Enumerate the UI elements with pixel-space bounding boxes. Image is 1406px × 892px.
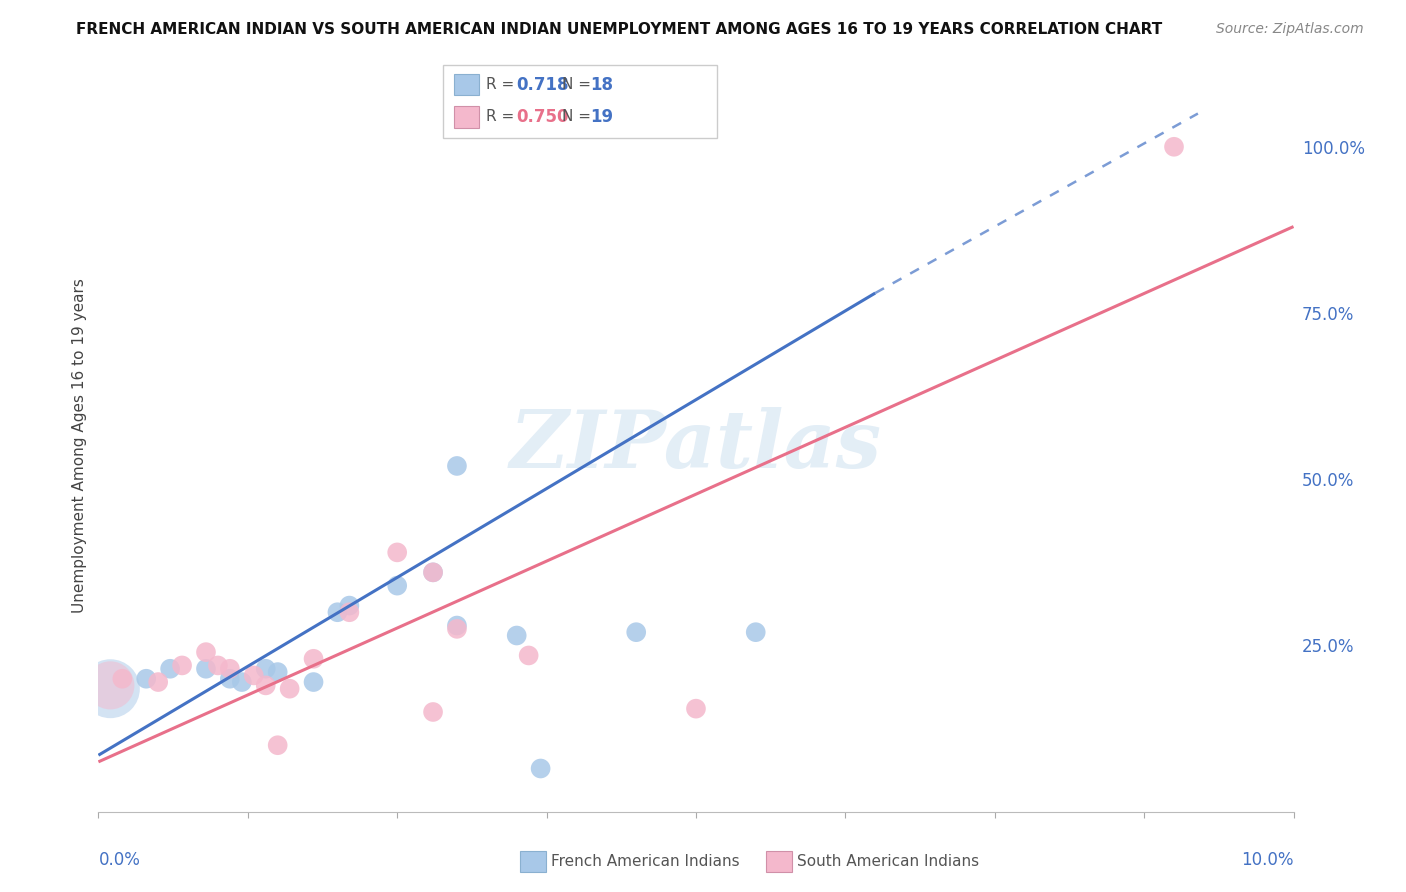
Point: [278, 681, 301, 696]
Point: [159, 662, 181, 676]
Point: [243, 668, 266, 682]
Text: N =: N =: [562, 110, 596, 124]
Point: [254, 678, 277, 692]
Point: [385, 579, 409, 593]
Point: [267, 665, 290, 679]
Text: 19: 19: [591, 108, 613, 126]
Point: [135, 672, 157, 686]
Text: ZIPatlas: ZIPatlas: [510, 408, 882, 484]
Point: [98, 678, 122, 692]
Text: South American Indians: South American Indians: [797, 855, 980, 869]
Point: [219, 672, 242, 686]
Point: [302, 652, 325, 666]
Point: [267, 738, 290, 752]
Point: [446, 622, 468, 636]
Point: [195, 662, 218, 676]
Point: [685, 701, 707, 715]
Point: [326, 605, 349, 619]
Point: [219, 662, 242, 676]
Text: R =: R =: [486, 78, 520, 92]
Y-axis label: Unemployment Among Ages 16 to 19 years: Unemployment Among Ages 16 to 19 years: [72, 278, 87, 614]
Point: [302, 675, 325, 690]
Text: N =: N =: [562, 78, 596, 92]
Point: [1163, 140, 1185, 154]
Point: [385, 545, 409, 559]
Point: [446, 458, 468, 473]
Text: R =: R =: [486, 110, 520, 124]
Point: [446, 618, 468, 632]
Point: [111, 672, 134, 686]
Point: [517, 648, 540, 663]
Text: French American Indians: French American Indians: [551, 855, 740, 869]
Point: [207, 658, 229, 673]
Text: FRENCH AMERICAN INDIAN VS SOUTH AMERICAN INDIAN UNEMPLOYMENT AMONG AGES 16 TO 19: FRENCH AMERICAN INDIAN VS SOUTH AMERICAN…: [76, 22, 1161, 37]
Point: [422, 566, 444, 580]
Point: [231, 675, 253, 690]
Text: 18: 18: [591, 76, 613, 94]
Point: [254, 662, 277, 676]
Point: [339, 605, 361, 619]
Point: [339, 599, 361, 613]
Point: [148, 675, 170, 690]
Text: 0.718: 0.718: [516, 76, 568, 94]
Point: [626, 625, 648, 640]
Point: [506, 628, 529, 642]
Text: 10.0%: 10.0%: [1241, 851, 1294, 869]
Point: [422, 566, 444, 580]
Point: [98, 681, 122, 696]
Point: [172, 658, 194, 673]
Text: 0.0%: 0.0%: [98, 851, 141, 869]
Text: 0.750: 0.750: [516, 108, 568, 126]
Point: [422, 705, 444, 719]
Point: [530, 762, 553, 776]
Text: Source: ZipAtlas.com: Source: ZipAtlas.com: [1216, 22, 1364, 37]
Point: [195, 645, 218, 659]
Point: [745, 625, 768, 640]
